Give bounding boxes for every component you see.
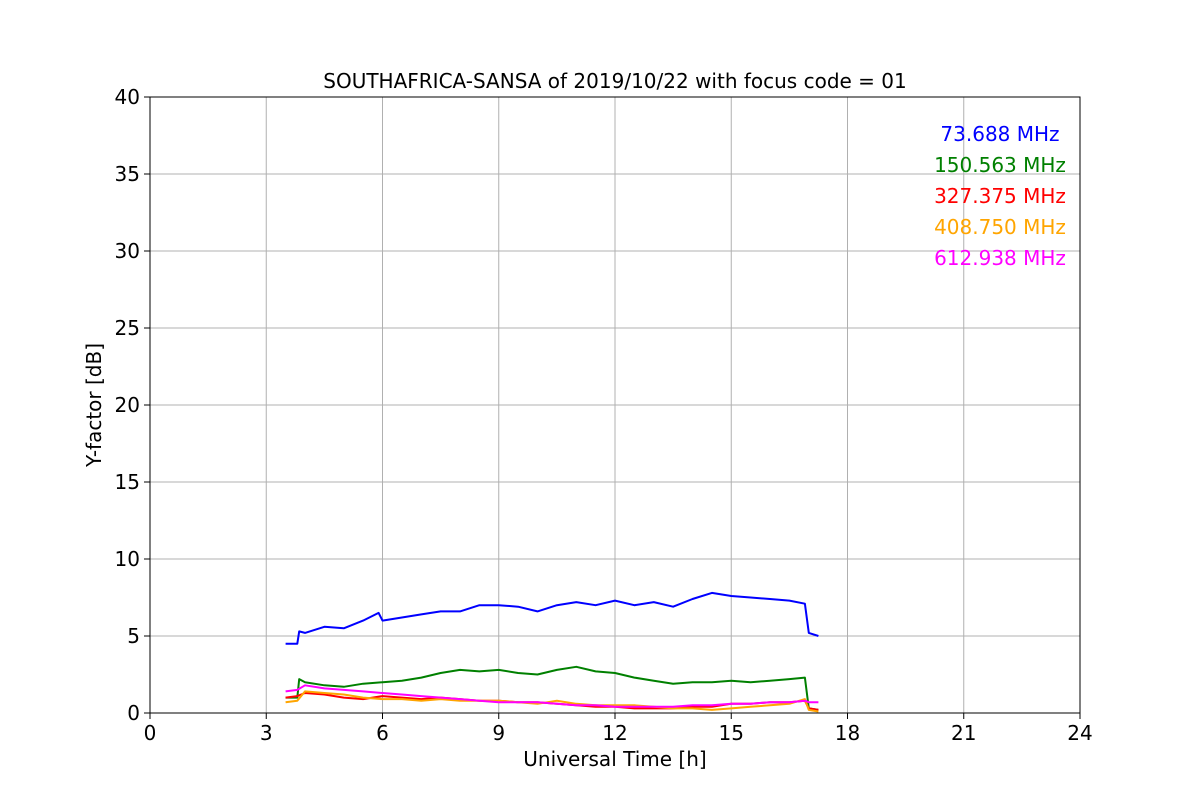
- y-tick-label: 5: [127, 624, 140, 648]
- x-tick-label: 9: [492, 721, 505, 745]
- plot-area: 0 3 6 9 12 15 18 21 24 0 5 10 15 20 25 30 35 40: [115, 85, 1093, 745]
- legend-label: 73.688 MHz: [940, 122, 1059, 146]
- legend-label: 408.750 MHz: [934, 215, 1066, 239]
- x-tick-label: 3: [260, 721, 273, 745]
- x-tick-label: 0: [144, 721, 157, 745]
- y-axis-label: Y-factor [dB]: [82, 343, 106, 468]
- series-line-1: [285, 665, 819, 711]
- x-tick-label: 12: [602, 721, 627, 745]
- series-line-4: [285, 684, 819, 708]
- chart-title: SOUTHAFRICA-SANSA of 2019/10/22 with foc…: [323, 69, 907, 93]
- x-tick-label: 18: [835, 721, 860, 745]
- y-tick-label: 40: [115, 85, 140, 109]
- y-tick-label: 15: [115, 470, 140, 494]
- y-tick-label: 20: [115, 393, 140, 417]
- legend-label: 612.938 MHz: [934, 246, 1066, 270]
- legend-label: 327.375 MHz: [934, 184, 1066, 208]
- legend-label: 150.563 MHz: [934, 153, 1066, 177]
- y-tick-label: 0: [127, 701, 140, 725]
- x-tick-label: 6: [376, 721, 389, 745]
- legend: 73.688 MHz 150.563 MHz 327.375 MHz 408.750 …: [934, 122, 1066, 270]
- ticks: 0 3 6 9 12 15 18 21 24 0 5 10 15 20 25 30 35 40: [115, 85, 1093, 745]
- y-tick-label: 25: [115, 316, 140, 340]
- series-line-3: [285, 690, 819, 713]
- series-layer: [285, 591, 819, 713]
- x-axis-label: Universal Time [h]: [523, 747, 706, 771]
- x-tick-label: 15: [719, 721, 744, 745]
- grid: [149, 96, 1081, 714]
- y-tick-label: 30: [115, 239, 140, 263]
- y-tick-label: 35: [115, 162, 140, 186]
- x-tick-label: 24: [1067, 721, 1092, 745]
- y-tick-label: 10: [115, 547, 140, 571]
- x-tick-label: 21: [951, 721, 976, 745]
- series-line-0: [285, 591, 819, 645]
